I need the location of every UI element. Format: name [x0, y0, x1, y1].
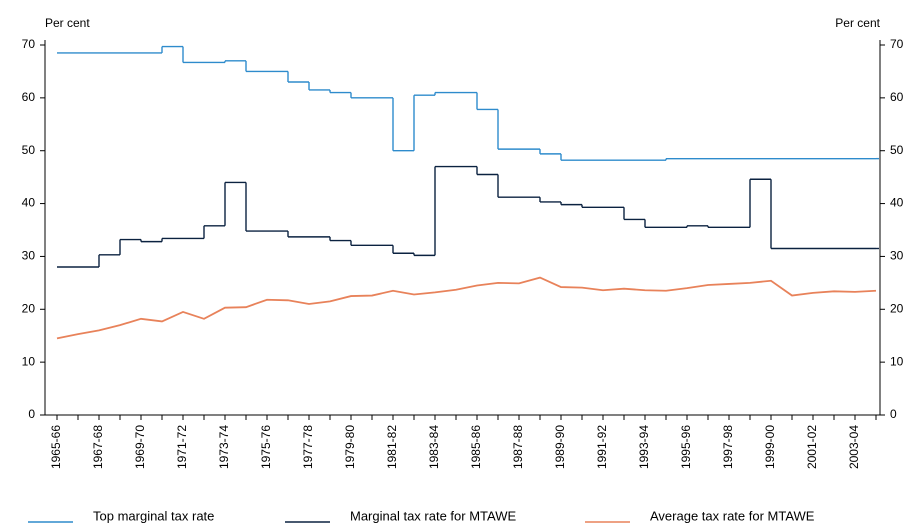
- x-tick-label: 1969-70: [133, 425, 147, 469]
- x-tick-label: 2001-02: [805, 425, 819, 469]
- x-tick-label: 1991-92: [595, 425, 609, 469]
- x-tick-label: 1965-66: [49, 425, 63, 469]
- x-tick-label: 1999-00: [763, 425, 777, 469]
- y-tick-label: 30: [22, 249, 36, 263]
- x-tick-label: 1973-74: [217, 425, 231, 469]
- y2-tick-label: 30: [890, 249, 904, 263]
- x-tick-label: 1977-78: [301, 425, 315, 469]
- x-tick-label: 1979-80: [343, 425, 357, 469]
- y-tick-label: 70: [22, 37, 36, 51]
- x-tick-label: 1995-96: [679, 425, 693, 469]
- y2-tick-label: 40: [890, 196, 904, 210]
- y2-tick-label: 50: [890, 143, 904, 157]
- y-tick-label: 50: [22, 143, 36, 157]
- x-tick-label: 1975-76: [259, 425, 273, 469]
- y2-tick-label: 60: [890, 90, 904, 104]
- x-tick-label: 1997-98: [721, 425, 735, 469]
- x-tick-label: 1983-84: [427, 425, 441, 469]
- legend-label: Top marginal tax rate: [93, 508, 214, 523]
- y2-tick-label: 10: [890, 354, 904, 368]
- x-tick-label: 1987-88: [511, 425, 525, 469]
- y2-tick-label: 0: [890, 407, 897, 421]
- y2-tick-label: 70: [890, 37, 904, 51]
- x-tick-label: 1989-90: [553, 425, 567, 469]
- legend-label: Average tax rate for MTAWE: [650, 508, 815, 523]
- x-tick-label: 1967-68: [91, 425, 105, 469]
- y-tick-label: 0: [28, 407, 35, 421]
- y-tick-label: 10: [22, 354, 36, 368]
- y-tick-label: 40: [22, 196, 36, 210]
- x-tick-label: 2003-04: [847, 425, 861, 469]
- y-tick-label: 20: [22, 301, 36, 315]
- x-tick-label: 1993-94: [637, 425, 651, 469]
- y2-tick-label: 20: [890, 301, 904, 315]
- x-tick-label: 1981-82: [385, 425, 399, 469]
- y-axis-label: Per cent: [45, 16, 90, 30]
- legend-label: Marginal tax rate for MTAWE: [350, 508, 516, 523]
- y-tick-label: 60: [22, 90, 36, 104]
- x-tick-label: 1971-72: [175, 425, 189, 469]
- x-tick-label: 1985-86: [469, 425, 483, 469]
- y2-axis-label: Per cent: [835, 16, 880, 30]
- series-line: [56, 276, 877, 340]
